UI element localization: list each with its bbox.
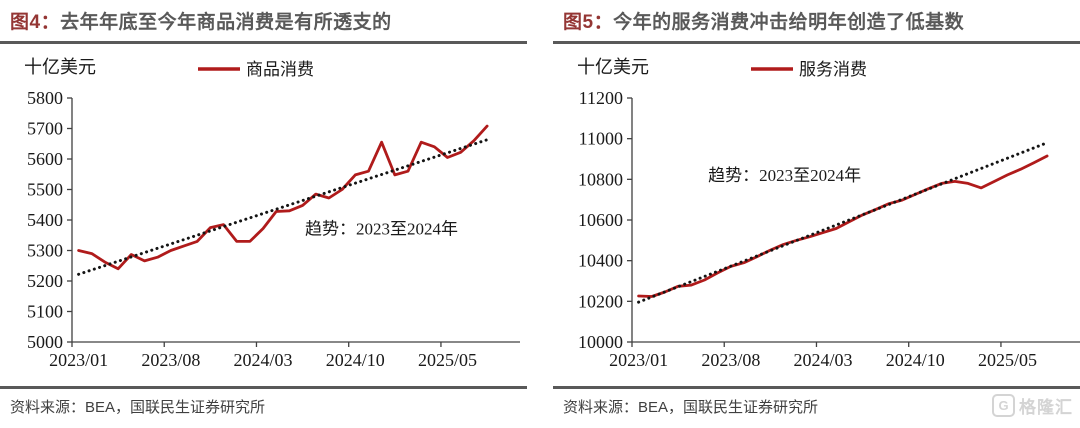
legend-label: 服务消费 [799, 60, 867, 79]
y-axis: 10000 10200 10400 10600 10800 11000 11200 [578, 88, 633, 352]
figure-title-text: 去年年底至今年商品消费是有所透支的 [60, 12, 392, 33]
y-axis-unit-label: 十亿美元 [24, 57, 96, 77]
y-tick-label: 10200 [578, 291, 623, 311]
trend-dotted-line [77, 138, 489, 276]
consumption-series-line [637, 154, 1049, 298]
y-axis-unit-label: 十亿美元 [577, 57, 649, 77]
y-tick-label: 5100 [27, 302, 63, 322]
y-tick-label: 5000 [27, 332, 63, 352]
source-note: 资料来源：BEA，国联民生证券研究所 [553, 386, 1080, 428]
figure-title-text: 今年的服务消费冲击给明年创造了低基数 [613, 12, 965, 33]
x-tick-label: 2023/08 [701, 350, 760, 370]
trend-annotation: 趋势：2023至2024年 [305, 220, 458, 239]
legend: 商品消费 [198, 60, 314, 79]
legend: 服务消费 [751, 60, 867, 79]
y-tick-label: 5800 [27, 88, 63, 108]
chart-panel-goods: 图4：去年年底至今年商品消费是有所透支的 十亿美元 商品消费 5000 5100 520… [0, 0, 527, 421]
consumption-series-line [77, 124, 489, 271]
x-tick-label: 2023/08 [141, 350, 200, 370]
y-tick-label: 5700 [27, 119, 63, 139]
y-tick-label: 5600 [27, 149, 63, 169]
y-tick-label: 11000 [579, 129, 623, 149]
y-tick-label: 10400 [578, 251, 623, 271]
source-note: 资料来源：BEA，国联民生证券研究所 [0, 386, 527, 428]
legend-label: 商品消费 [246, 60, 314, 79]
x-axis: 2023/01 2023/08 2024/03 2024/10 2025/05 [49, 341, 520, 370]
gelonghui-watermark: G 格隆汇 [992, 393, 1073, 418]
y-tick-label: 10000 [578, 332, 623, 352]
y-tick-label: 5300 [27, 241, 63, 261]
x-tick-label: 2024/03 [234, 350, 293, 370]
x-tick-label: 2023/01 [49, 350, 108, 370]
figure-number-label: 图5： [563, 12, 614, 33]
figure-number-label: 图4： [10, 12, 61, 33]
y-tick-label: 10800 [578, 169, 623, 189]
x-tick-label: 2024/03 [794, 350, 853, 370]
y-tick-label: 5200 [27, 271, 63, 291]
trend-annotation: 趋势：2023至2024年 [708, 166, 861, 185]
y-axis: 5000 5100 5200 5300 5400 5500 5600 5700 5800 [27, 88, 73, 352]
gelonghui-logo-icon: G [992, 394, 1015, 417]
chart-title-goods: 图4：去年年底至今年商品消费是有所透支的 [0, 7, 527, 44]
trend-dotted-line [637, 141, 1049, 304]
gelonghui-brand-text: 格隆汇 [1019, 398, 1073, 417]
y-tick-label: 10600 [578, 210, 623, 230]
x-tick-label: 2024/10 [886, 350, 945, 370]
goods-consumption-chart: 十亿美元 商品消费 5000 5100 5200 5300 5400 5500 5600 5700… [24, 57, 520, 370]
x-tick-label: 2023/01 [609, 350, 668, 370]
y-tick-label: 11200 [579, 88, 623, 108]
y-tick-label: 5500 [27, 180, 63, 200]
x-tick-label: 2025/05 [418, 350, 477, 370]
services-consumption-chart: 十亿美元 服务消费 10000 10200 10400 10600 10800 11000 11… [577, 57, 1080, 370]
chart-title-services: 图5：今年的服务消费冲击给明年创造了低基数 [553, 7, 1080, 44]
chart-panel-services: 图5：今年的服务消费冲击给明年创造了低基数 十亿美元 服务消费 10000 10200… [553, 0, 1080, 421]
y-tick-label: 5400 [27, 210, 63, 230]
x-axis: 2023/01 2023/08 2024/03 2024/10 2025/05 [609, 341, 1080, 370]
x-tick-label: 2025/05 [978, 350, 1037, 370]
x-tick-label: 2024/10 [326, 350, 385, 370]
